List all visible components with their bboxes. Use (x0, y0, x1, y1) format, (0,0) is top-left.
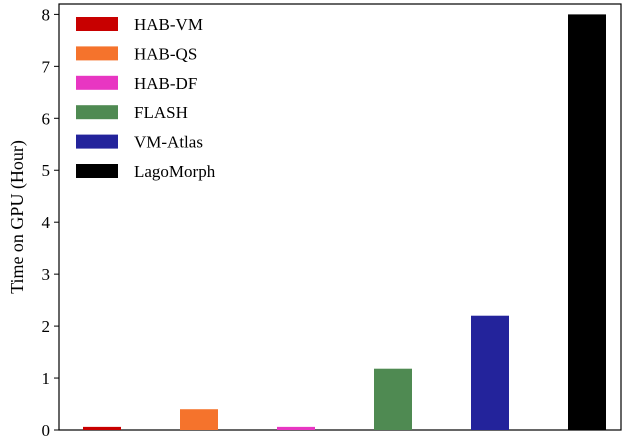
y-tick-label: 7 (42, 57, 51, 76)
bar-flash (374, 368, 412, 430)
legend-swatch (76, 17, 118, 31)
legend-label: VM-Atlas (134, 133, 203, 152)
legend-label: HAB-QS (134, 44, 197, 63)
legend-swatch (76, 105, 118, 120)
y-tick-label: 4 (42, 213, 51, 232)
legend: HAB-VM HAB-QS HAB-DF FLASH VM-Atlas LagoMorph (76, 15, 216, 181)
y-tick-label: 0 (42, 421, 51, 437)
legend-label: FLASH (134, 103, 188, 122)
bars (83, 14, 606, 430)
y-tick-label: 3 (42, 265, 51, 284)
y-tick-label: 6 (42, 109, 51, 128)
legend-swatch (76, 134, 118, 149)
legend-label: HAB-DF (134, 74, 197, 93)
plot-frame (58, 3, 622, 431)
bar-hab-vm (83, 426, 121, 430)
y-tick-label: 1 (42, 369, 51, 388)
y-axis-title: Time on GPU (Hour) (7, 140, 28, 294)
legend-swatch (76, 75, 118, 90)
legend-swatch (76, 46, 118, 61)
y-tick-label: 8 (42, 5, 51, 24)
bar-lagomorph (568, 14, 606, 430)
y-tick-label: 2 (42, 317, 51, 336)
bar-vm-atlas (471, 315, 509, 430)
y-tick-label: 5 (42, 161, 51, 180)
legend-swatch (76, 164, 118, 178)
legend-label: LagoMorph (134, 162, 216, 181)
y-axis: 0 1 2 3 4 5 6 7 8 (42, 5, 59, 437)
legend-label: HAB-VM (134, 15, 203, 34)
bar-hab-qs (180, 409, 218, 430)
bar-hab-df (277, 426, 315, 430)
